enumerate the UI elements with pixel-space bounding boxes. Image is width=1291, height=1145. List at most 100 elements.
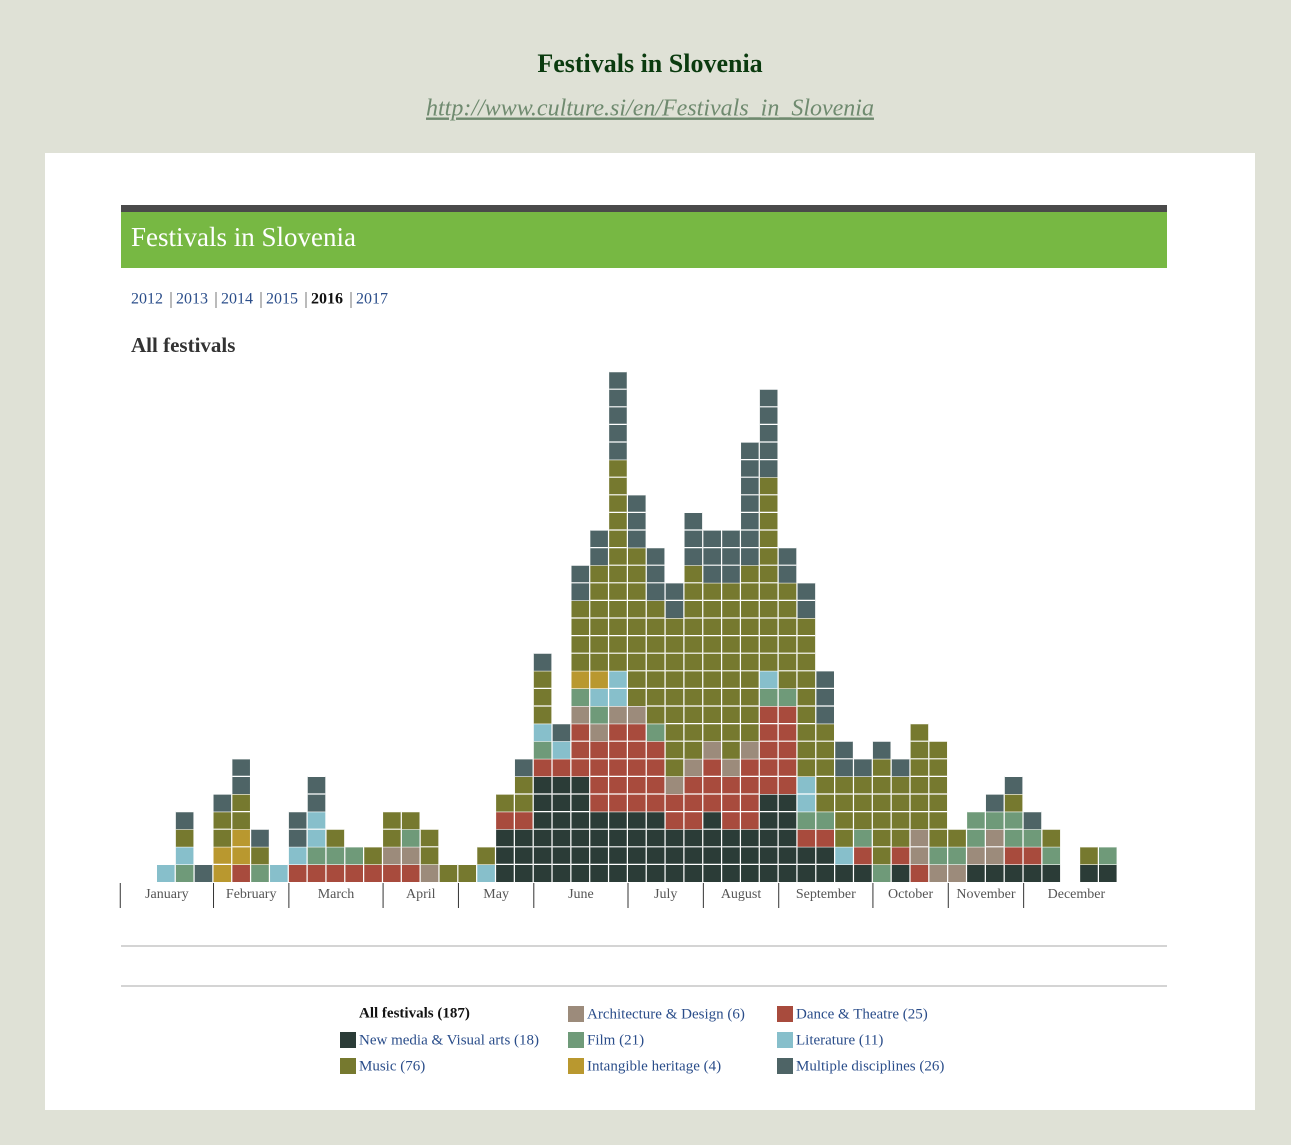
segment [345, 864, 363, 882]
chart-title: All festivals [131, 333, 235, 357]
month-label: February [226, 887, 277, 902]
legend-label[interactable]: New media & Visual arts (18) [359, 1032, 539, 1048]
legend-label[interactable]: Music (76) [359, 1058, 425, 1074]
segment [948, 846, 966, 865]
segment [665, 776, 684, 794]
segment [590, 670, 608, 689]
segment [741, 829, 759, 882]
segment [232, 864, 250, 882]
legend-title: All festivals (187) [359, 1005, 470, 1021]
segment [571, 670, 590, 689]
segment [759, 477, 778, 671]
segment [948, 864, 966, 882]
page-title: Festivals in Slovenia [537, 49, 762, 78]
segment [496, 829, 514, 882]
segment [609, 706, 627, 724]
year-link[interactable]: 2015 [266, 291, 298, 308]
source-link[interactable]: http://www.culture.si/en/Festivals_in_Sl… [426, 96, 874, 122]
segment [609, 723, 627, 812]
segment [326, 864, 345, 882]
segment [759, 688, 778, 706]
segment [326, 846, 345, 865]
segment [590, 706, 608, 724]
segment [759, 794, 778, 882]
segment [1004, 794, 1023, 812]
segment [854, 758, 872, 777]
segment [514, 829, 533, 882]
segment [533, 723, 552, 742]
segment [345, 846, 363, 865]
segment [835, 864, 853, 882]
segment [401, 811, 420, 830]
segment [251, 846, 269, 865]
segment [458, 864, 477, 882]
segment [213, 794, 232, 812]
segment [722, 776, 740, 830]
year-link[interactable]: 2014 [221, 291, 253, 308]
segment [684, 776, 703, 830]
segment [175, 811, 194, 830]
month-label: November [956, 887, 1015, 902]
month-label: September [796, 887, 856, 902]
month-label: January [145, 887, 189, 902]
segment [985, 794, 1004, 812]
segment [967, 846, 985, 865]
segment [157, 864, 175, 882]
segment [929, 864, 948, 882]
segment [1004, 776, 1023, 794]
segment [929, 846, 948, 865]
segment [401, 846, 420, 865]
year-link[interactable]: 2012 [131, 291, 163, 308]
year-link[interactable]: 2017 [356, 291, 388, 308]
month-label: May [483, 887, 509, 902]
segment [854, 776, 872, 830]
legend-label[interactable]: Film (21) [587, 1032, 644, 1048]
segment [759, 706, 778, 794]
segment [401, 864, 420, 882]
legend-label[interactable]: Literature (11) [796, 1032, 883, 1048]
segment [684, 512, 703, 566]
segment [1023, 829, 1042, 847]
segment [175, 829, 194, 847]
segment [571, 688, 590, 706]
segment [533, 670, 552, 724]
segment [288, 864, 307, 882]
segment [684, 829, 703, 882]
segment [665, 829, 684, 882]
segment [722, 758, 740, 777]
month-label: July [654, 887, 677, 902]
segment [891, 758, 910, 777]
month-label: March [318, 887, 355, 902]
legend-label[interactable]: Dance & Theatre (25) [796, 1006, 928, 1022]
segment [872, 864, 891, 882]
segment [628, 723, 646, 812]
legend-label[interactable]: Intangible heritage (4) [587, 1058, 721, 1074]
segment [1023, 864, 1042, 882]
segment [1042, 829, 1061, 847]
segment [797, 829, 816, 847]
year-link[interactable]: 2013 [176, 291, 208, 308]
segment [854, 829, 872, 847]
segment [1042, 846, 1061, 865]
legend-swatch [777, 1058, 793, 1074]
segment [364, 846, 382, 865]
segment [985, 811, 1004, 830]
segment [1080, 846, 1098, 865]
segment [477, 846, 495, 865]
segment [835, 846, 853, 865]
segment [816, 670, 834, 724]
segment [646, 547, 665, 601]
segment [439, 864, 458, 882]
segment [609, 371, 627, 460]
year-links: 2012 2013 2014 2015 2016 2017 [131, 291, 388, 308]
segment [533, 653, 552, 671]
legend-label[interactable]: Architecture & Design (6) [587, 1006, 745, 1022]
banner [121, 212, 1167, 268]
legend-swatch [568, 1032, 584, 1048]
segment [646, 600, 665, 724]
legend: New media & Visual arts (18) Dance & Thea… [340, 1006, 944, 1074]
legend-label[interactable]: Multiple disciplines (26) [796, 1058, 944, 1074]
legend-swatch [777, 1006, 793, 1022]
segment [778, 688, 797, 706]
segment [1099, 846, 1117, 865]
